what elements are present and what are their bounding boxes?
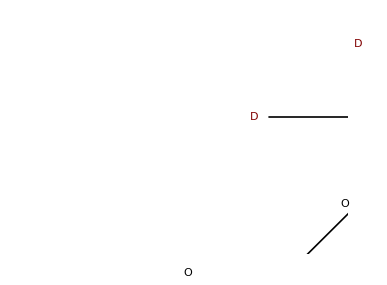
Text: D: D (354, 39, 363, 49)
Text: O: O (341, 199, 349, 209)
Text: D: D (250, 112, 258, 122)
Text: O: O (183, 268, 192, 278)
